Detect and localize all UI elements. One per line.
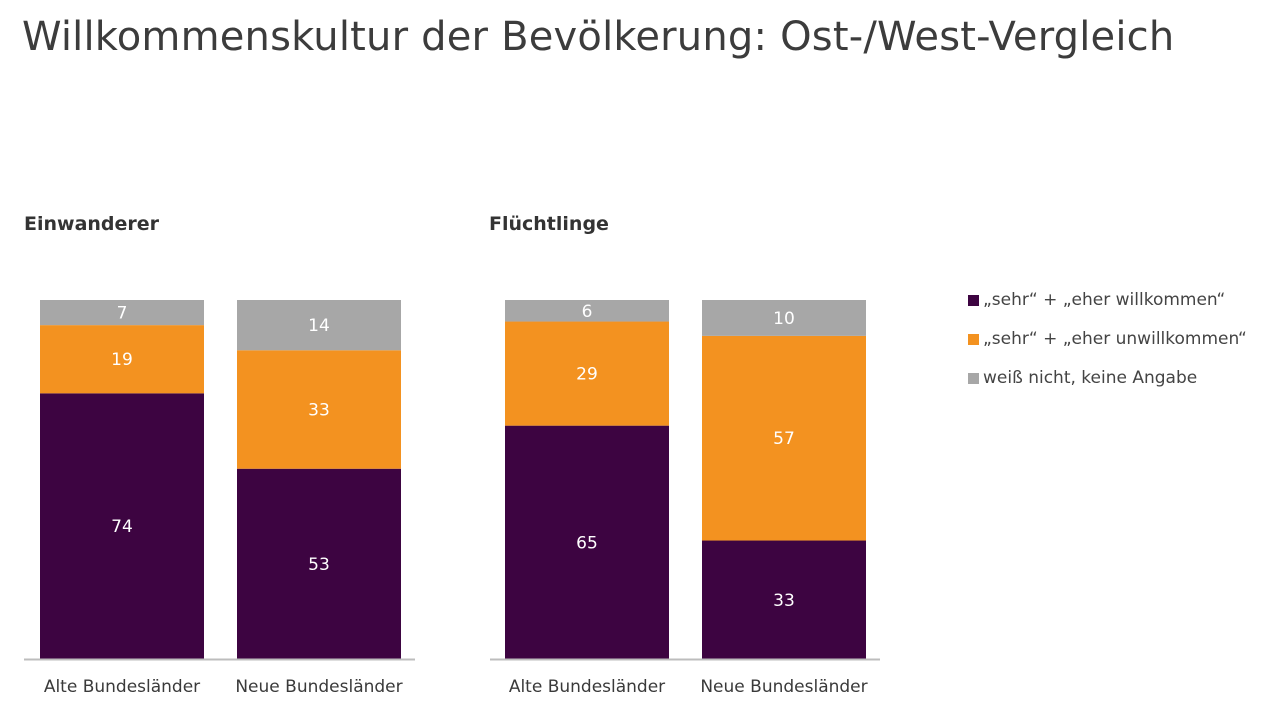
bar-segment-unknown <box>40 300 204 326</box>
bar-segment-welcome <box>505 425 669 659</box>
legend-swatch-unwelcome <box>968 333 979 345</box>
legend-label: „sehr“ + „eher unwillkommen“ <box>983 329 1247 349</box>
legend-swatch-welcome <box>968 294 979 306</box>
bar-segment-welcome <box>702 540 866 659</box>
data-label: 6 <box>582 302 593 322</box>
legend-label: weiß nicht, keine Angabe <box>983 368 1198 388</box>
bar-segment-unwelcome <box>40 325 204 394</box>
bar-segment-unwelcome <box>237 350 401 469</box>
legend-label: „sehr“ + „eher willkommen“ <box>983 290 1226 310</box>
data-label: 7 <box>117 304 128 324</box>
data-label: 33 <box>773 591 795 611</box>
chart-title: Willkommenskultur der Bevölkerung: Ost-/… <box>22 14 1175 60</box>
data-label: 74 <box>111 517 133 537</box>
bar-segment-unknown <box>505 300 669 322</box>
bar-segment-unwelcome <box>702 335 866 541</box>
x-tick-label: Alte Bundesländer <box>509 677 665 697</box>
bar-segment-unknown <box>702 300 866 336</box>
legend-item-unwelcome: „sehr“ + „eher unwillkommen“ <box>968 329 1247 349</box>
bar-segment-unwelcome <box>505 321 669 426</box>
data-label: 19 <box>111 350 133 370</box>
panel-title-fluechtlinge: Flüchtlinge <box>489 213 609 235</box>
data-label: 53 <box>308 555 330 575</box>
data-label: 10 <box>773 309 795 329</box>
data-label: 33 <box>308 400 330 420</box>
legend-swatch-unknown <box>968 372 979 384</box>
legend: „sehr“ + „eher willkommen“ „sehr“ + „ehe… <box>968 290 1247 407</box>
x-tick-label: Alte Bundesländer <box>44 677 200 697</box>
legend-item-welcome: „sehr“ + „eher willkommen“ <box>968 290 1247 310</box>
bar-segment-unknown <box>237 300 401 351</box>
x-tick-label: Neue Bundesländer <box>235 677 402 697</box>
data-label: 14 <box>308 316 330 336</box>
x-tick-label: Neue Bundesländer <box>700 677 867 697</box>
bar-segment-welcome <box>237 468 401 659</box>
panel-title-einwanderer: Einwanderer <box>24 213 160 235</box>
bar-segment-welcome <box>40 393 204 659</box>
data-label: 57 <box>773 429 795 449</box>
legend-item-unknown: weiß nicht, keine Angabe <box>968 368 1247 388</box>
data-label: 29 <box>576 365 598 385</box>
data-label: 65 <box>576 533 598 553</box>
